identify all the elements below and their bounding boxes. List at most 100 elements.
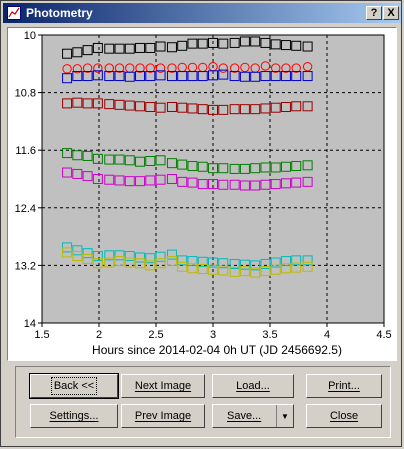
- prev-image-button[interactable]: Prev Image: [121, 404, 205, 428]
- data-point: [72, 97, 83, 108]
- data-point: [166, 256, 177, 267]
- data-point: [229, 104, 240, 115]
- data-point: [82, 45, 93, 56]
- light-curve-chart: 1.5 2 2.5 3 3.5 4 4.5 10 10.8 11.6 12.4 13.2 14 Hours…: [15, 30, 392, 357]
- data-point: [218, 104, 229, 115]
- back-button[interactable]: Back <<: [29, 373, 119, 399]
- data-point: [260, 103, 271, 114]
- data-point: [250, 71, 261, 82]
- save-dropdown-arrow-icon[interactable]: ▼: [276, 405, 293, 427]
- data-point: [177, 261, 188, 272]
- close-window-button[interactable]: X: [383, 6, 399, 20]
- data-point: [72, 47, 83, 58]
- data-point: [187, 256, 198, 267]
- data-point: [135, 176, 146, 187]
- photometry-plot: 1.5 2 2.5 3 3.5 4 4.5 10 10.8 11.6 12.4 13.2 14 Hours…: [7, 27, 397, 361]
- data-point: [155, 174, 166, 185]
- settings-button[interactable]: Settings...: [30, 404, 118, 428]
- data-point: [62, 98, 73, 109]
- data-point: [155, 63, 166, 73]
- data-point: [124, 251, 135, 262]
- data-point: [280, 263, 291, 274]
- data-point: [177, 255, 188, 266]
- data-point: [145, 71, 156, 82]
- data-point: [291, 262, 302, 273]
- y-tick-label: 14: [24, 318, 36, 330]
- data-point: [270, 39, 281, 50]
- data-point: [197, 256, 208, 267]
- save-button[interactable]: Save... ▼: [212, 404, 294, 428]
- data-point: [72, 150, 83, 161]
- data-point: [114, 175, 125, 186]
- data-point: [302, 71, 313, 82]
- data-point: [208, 37, 218, 48]
- data-point: [155, 258, 166, 269]
- series-7: [62, 242, 313, 271]
- data-point: [302, 176, 313, 187]
- data-point: [124, 71, 135, 82]
- prev-image-button-label: Prev Image: [134, 410, 192, 422]
- data-point: [145, 253, 156, 264]
- data-point: [187, 103, 198, 114]
- data-point: [145, 42, 156, 53]
- data-point: [250, 163, 261, 174]
- load-button[interactable]: Load...: [212, 374, 294, 398]
- data-point: [72, 71, 83, 82]
- data-point: [72, 245, 83, 256]
- data-point: [291, 161, 302, 172]
- data-point: [82, 71, 93, 82]
- data-point: [197, 71, 208, 82]
- data-point: [167, 63, 177, 73]
- title-bar[interactable]: Photometry ? X: [3, 3, 401, 23]
- data-point: [302, 101, 313, 112]
- button-panel: Back << Next Image Load... Print... Sett…: [15, 366, 391, 438]
- data-point: [135, 101, 146, 112]
- settings-button-label: Settings...: [49, 410, 99, 422]
- data-point: [92, 251, 103, 262]
- data-point: [114, 256, 125, 267]
- data-point: [155, 102, 166, 113]
- data-point: [280, 256, 291, 267]
- data-point: [135, 71, 146, 82]
- y-tick-label: 12.4: [15, 203, 36, 215]
- data-point: [166, 249, 177, 260]
- data-point: [166, 42, 177, 53]
- data-point: [62, 48, 73, 59]
- data-point: [218, 63, 228, 73]
- data-point: [291, 177, 302, 188]
- data-point: [104, 257, 115, 268]
- data-point: [197, 179, 208, 190]
- data-point: [280, 161, 291, 172]
- x-tick-label: 3: [210, 329, 216, 341]
- data-point: [82, 171, 93, 182]
- close-button[interactable]: Close: [306, 404, 382, 428]
- help-button[interactable]: ?: [366, 6, 382, 20]
- data-point: [218, 38, 229, 49]
- data-point: [82, 63, 93, 73]
- data-point: [208, 104, 218, 115]
- photometry-app-icon: [7, 6, 21, 20]
- print-button[interactable]: Print...: [306, 374, 382, 398]
- x-tick-label: 4: [324, 329, 330, 341]
- window-title: Photometry: [26, 6, 93, 20]
- series-8: [62, 247, 313, 278]
- data-point: [239, 259, 250, 270]
- data-point: [239, 266, 250, 277]
- data-point: [280, 40, 291, 51]
- data-point: [72, 251, 83, 262]
- data-point: [114, 154, 125, 165]
- data-point: [229, 63, 240, 73]
- next-image-button[interactable]: Next Image: [121, 374, 205, 398]
- data-point: [104, 99, 115, 110]
- data-point: [114, 250, 125, 261]
- data-point: [280, 102, 291, 112]
- series-2: [62, 61, 313, 74]
- data-point: [145, 175, 156, 186]
- data-point: [291, 71, 302, 82]
- data-point: [260, 71, 271, 82]
- data-point: [239, 71, 250, 82]
- data-point: [135, 252, 146, 263]
- data-point: [187, 263, 198, 274]
- data-point: [187, 177, 198, 188]
